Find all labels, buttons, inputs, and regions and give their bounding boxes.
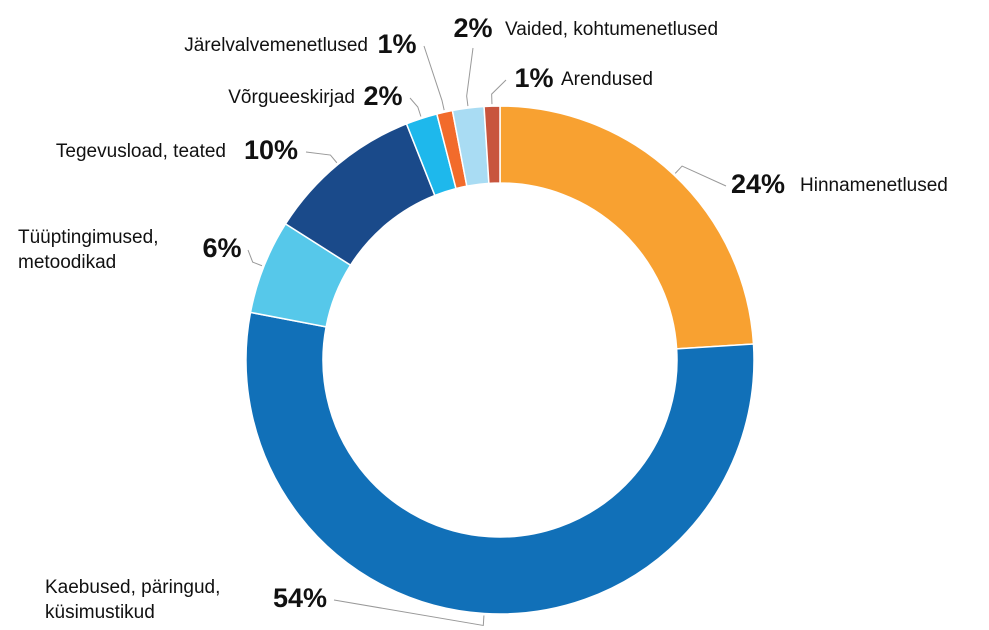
leader-line: [674, 165, 727, 187]
leader-line: [305, 151, 338, 164]
value-label: 1%: [514, 63, 553, 93]
category-label: Vaided, kohtumenetlused: [505, 19, 718, 40]
value-label: 10%: [244, 135, 298, 165]
category-label: Arendused: [561, 69, 653, 90]
leader-line: [491, 79, 507, 105]
leader-line: [409, 97, 422, 117]
leader-line: [423, 45, 445, 111]
category-label: Tegevusload, teated: [56, 141, 226, 162]
value-label: 1%: [377, 29, 416, 59]
value-label: 54%: [273, 583, 327, 613]
value-label: 2%: [363, 81, 402, 111]
value-label: 24%: [731, 169, 785, 199]
donut-segment: [499, 105, 755, 350]
leader-line: [247, 249, 263, 267]
category-label: Järelvalvemenetlused: [184, 35, 368, 56]
value-label: 2%: [453, 13, 492, 43]
category-label: Võrgueeskirjad: [228, 87, 355, 108]
category-label: Hinnamenetlused: [800, 175, 948, 196]
category-label: Kaebused, päringud, küsimustikud: [45, 577, 220, 623]
leader-line: [333, 599, 485, 627]
value-label: 6%: [202, 233, 241, 263]
donut-segment: [245, 311, 755, 615]
leader-line: [466, 47, 474, 107]
donut-segment: [483, 105, 501, 185]
category-label: Tüüptingimused, metoodikad: [18, 227, 158, 273]
